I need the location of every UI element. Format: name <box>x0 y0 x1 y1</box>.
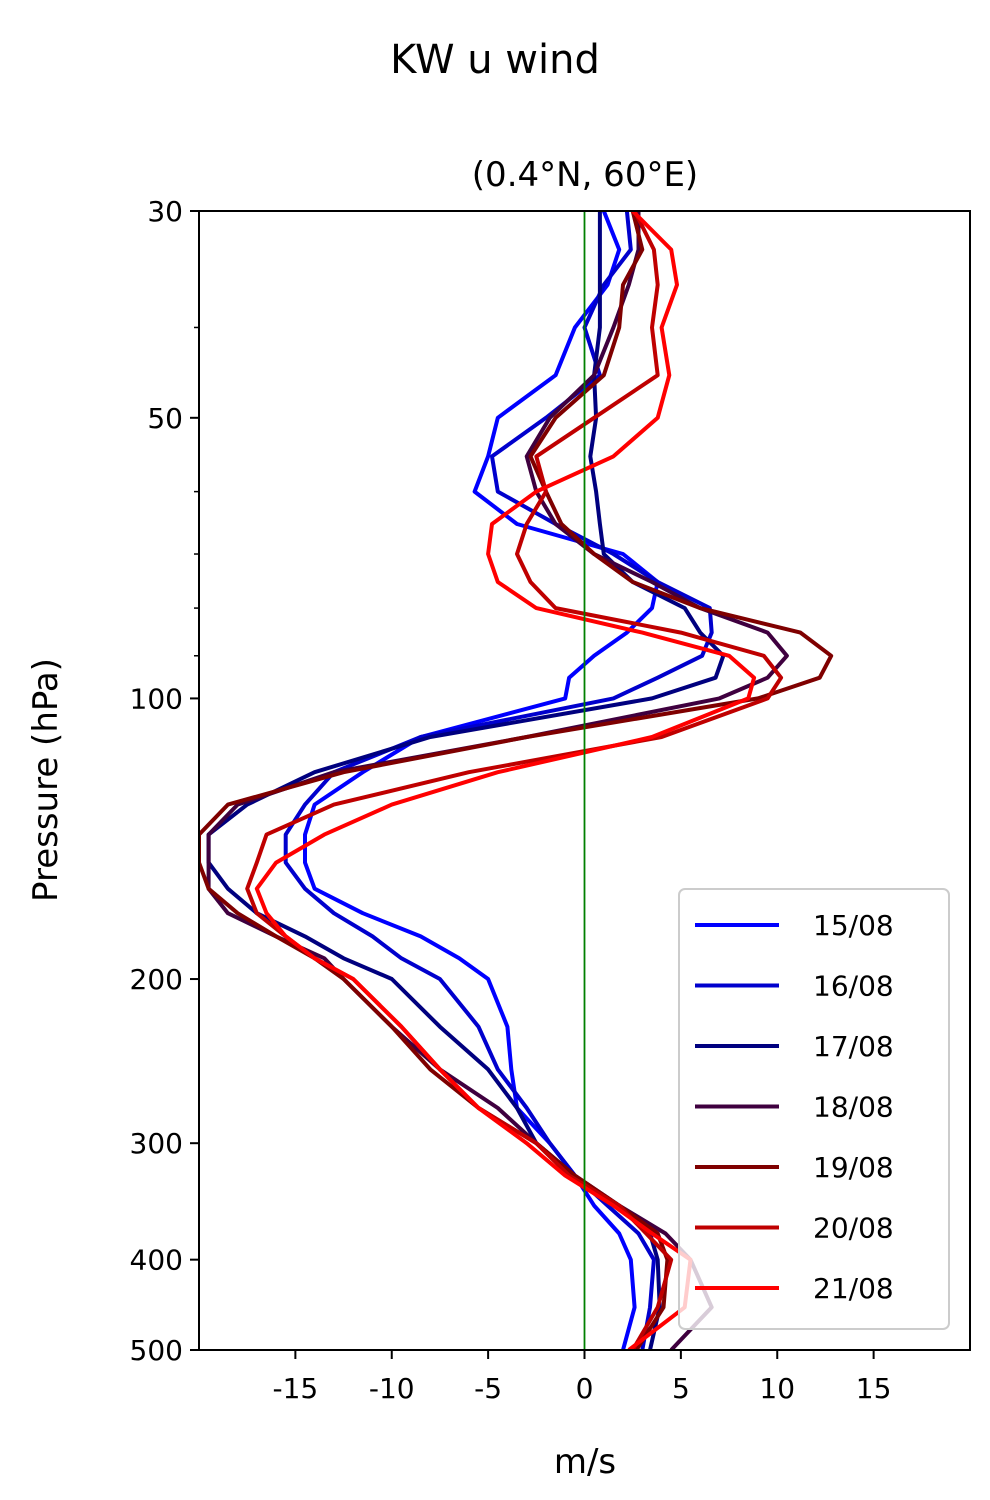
legend-item: 21/08 <box>695 1272 894 1305</box>
legend-item: 16/08 <box>695 970 894 1003</box>
legend-item: 17/08 <box>695 1030 894 1063</box>
x-tick-label: 5 <box>672 1372 690 1405</box>
y-tick-label: 500 <box>130 1334 183 1367</box>
x-tick-label: 10 <box>759 1372 795 1405</box>
y-tick-label: 50 <box>147 402 183 435</box>
series-line-20-08 <box>245 211 784 1350</box>
series-line-15-08 <box>303 211 660 1350</box>
legend: 15/08 16/08 17/08 18/08 19/08 20/08 21/08 <box>678 888 950 1330</box>
legend-label: 21/08 <box>813 1272 894 1305</box>
legend-label: 17/08 <box>813 1030 894 1063</box>
legend-label: 16/08 <box>813 970 894 1003</box>
series-line-16-08 <box>283 211 714 1350</box>
x-tick-label: -10 <box>369 1372 415 1405</box>
legend-box <box>678 888 950 1330</box>
legend-item: 18/08 <box>695 1091 894 1124</box>
legend-label: 20/08 <box>813 1212 894 1245</box>
x-tick-label: 0 <box>576 1372 594 1405</box>
x-tick-label: -5 <box>474 1372 502 1405</box>
x-tick-label: -15 <box>273 1372 319 1405</box>
series-layer <box>199 211 834 1350</box>
legend-item: 19/08 <box>695 1151 894 1184</box>
chart-suptitle: KW u wind <box>390 37 600 83</box>
y-tick-label: 100 <box>130 682 183 715</box>
x-axis-label: m/s <box>554 1442 616 1482</box>
legend-label: 15/08 <box>813 909 894 942</box>
y-tick-label: 400 <box>130 1244 183 1277</box>
legend-item: 15/08 <box>695 909 894 942</box>
series-line-21-08 <box>254 211 757 1350</box>
y-tick-label: 300 <box>130 1127 183 1160</box>
x-axis: -15 -10 -5 0 5 10 15 <box>273 1350 892 1405</box>
legend-label: 19/08 <box>813 1151 894 1184</box>
y-axis-label: Pressure (hPa) <box>26 658 66 902</box>
legend-label: 18/08 <box>813 1091 894 1124</box>
legend-item: 20/08 <box>695 1212 894 1245</box>
y-tick-label: 30 <box>147 195 183 228</box>
y-tick-label: 200 <box>130 963 183 996</box>
y-axis: 30 50 100 200 300 400 500 <box>130 195 199 1367</box>
chart-title: (0.4°N, 60°E) <box>472 155 698 195</box>
x-tick-label: 15 <box>856 1372 892 1405</box>
